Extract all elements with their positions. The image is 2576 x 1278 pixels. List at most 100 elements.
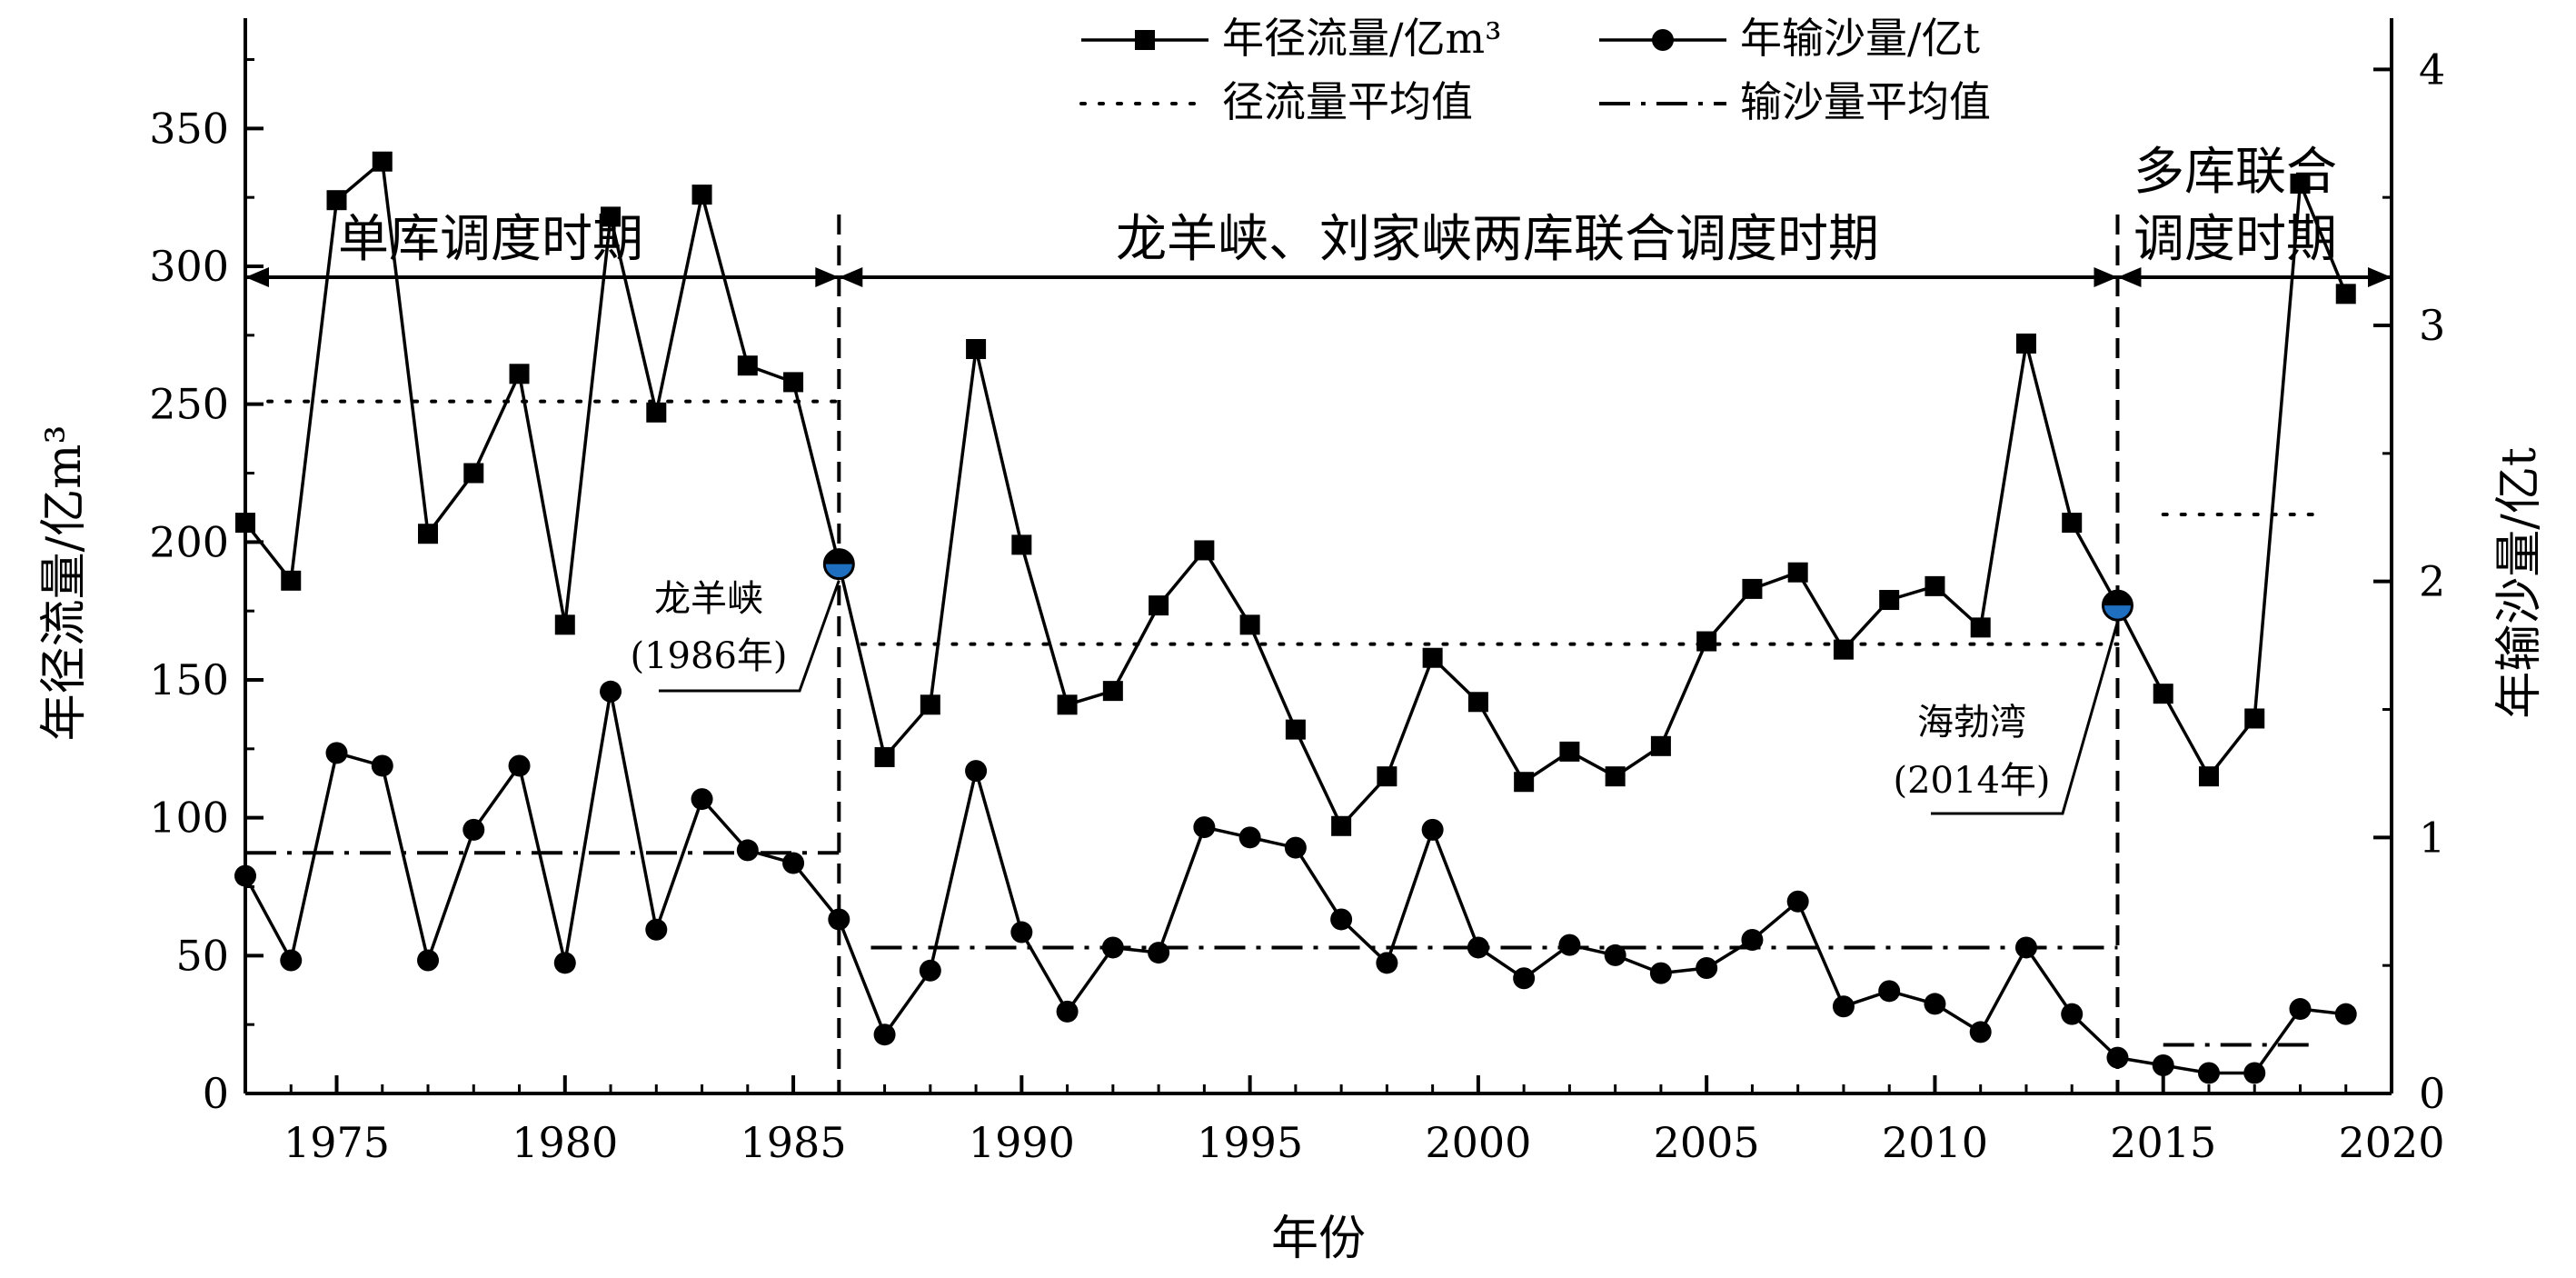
- runoff-point: [646, 402, 667, 423]
- plot-lines: [245, 399, 2316, 1047]
- sediment-point: [873, 1023, 896, 1046]
- y-right-tick-label: 3: [2419, 301, 2445, 350]
- runoff-point: [1696, 631, 1717, 652]
- legend-runoff-swatch-marker: [1135, 30, 1155, 50]
- runoff-point: [1422, 647, 1443, 668]
- runoff-point: [1970, 617, 1991, 638]
- sediment-point: [2152, 1054, 2174, 1077]
- runoff-point: [2198, 766, 2219, 787]
- series-layer: [234, 151, 2357, 1084]
- sediment-point: [2106, 1046, 2129, 1069]
- haibowan-marker-top: [2103, 591, 2133, 606]
- runoff-point: [463, 463, 484, 484]
- sediment-point: [1878, 980, 1901, 1003]
- sediment-point: [1741, 929, 1764, 951]
- runoff-point: [1605, 766, 1626, 787]
- sediment-point: [1010, 921, 1033, 944]
- y-left-axis-title: 年径流量/亿m³: [37, 425, 92, 742]
- y-left-tick-label: 0: [203, 1069, 229, 1118]
- runoff-point: [2015, 333, 2036, 354]
- runoff-point: [1742, 578, 1763, 599]
- period-label-single: 单库调度时期: [338, 210, 643, 269]
- runoff-point: [326, 190, 347, 211]
- sediment-point: [1832, 995, 1855, 1018]
- runoff-point: [2335, 284, 2356, 305]
- runoff-point: [1514, 772, 1535, 793]
- axis-titles: 年份 年径流量/亿m³ 年输沙量/亿t: [37, 425, 2547, 1266]
- sediment-point: [2243, 1062, 2266, 1084]
- sediment-point: [1056, 1000, 1079, 1023]
- runoff-point: [2062, 513, 2083, 534]
- runoff-point: [1102, 681, 1123, 702]
- sediment-point: [828, 908, 850, 931]
- x-tick-label: 1990: [969, 1118, 1075, 1167]
- runoff-point: [509, 364, 530, 384]
- sediment-point: [417, 949, 440, 972]
- sediment-point: [1696, 956, 1718, 979]
- sediment-point: [1101, 936, 1124, 959]
- runoff-point: [418, 524, 439, 544]
- y-left-tick-label: 300: [149, 242, 229, 291]
- runoff-point: [372, 151, 393, 172]
- sediment-point: [1513, 967, 1536, 990]
- runoff-point: [1787, 562, 1808, 583]
- annotation-longyangxia-name: 龙羊峡: [654, 578, 763, 620]
- annotations: 龙羊峡 (1986年) 海勃湾 (2014年): [630, 548, 2133, 815]
- period-arrow-head: [2094, 267, 2118, 287]
- sediment-point: [1421, 818, 1444, 841]
- sediment-point: [1649, 962, 1672, 984]
- sediment-point: [234, 864, 256, 887]
- runoff-point: [1377, 766, 1397, 787]
- annotation-haibowan-leader: [1931, 621, 2119, 815]
- annotation-longyangxia-year: (1986年): [630, 635, 787, 677]
- runoff-point: [1331, 815, 1352, 836]
- x-tick-label: 2010: [1882, 1118, 1988, 1167]
- sediment-point: [1330, 908, 1353, 931]
- sediment-point: [462, 818, 485, 841]
- runoff-point: [281, 570, 302, 591]
- y-left-tick-label: 50: [175, 931, 229, 980]
- y-left-tick-label: 200: [149, 517, 229, 566]
- legend-runoff-label: 年径流量/亿m³: [1222, 14, 1502, 63]
- period-arrow-head: [245, 267, 269, 287]
- sediment-point: [1786, 890, 1809, 913]
- sediment-point: [691, 788, 713, 811]
- sediment-point: [2289, 998, 2312, 1021]
- x-tick-label: 1995: [1197, 1118, 1303, 1167]
- y-right-tick-label: 2: [2419, 557, 2445, 606]
- sediment-point: [1193, 816, 1216, 839]
- annotation-haibowan-name: 海勃湾: [1917, 702, 2026, 744]
- period-label-multi-line2: 调度时期: [2133, 210, 2337, 269]
- runoff-point: [1239, 614, 1260, 635]
- runoff-point: [966, 339, 987, 359]
- runoff-point: [1833, 639, 1854, 660]
- x-tick-label: 2015: [2110, 1118, 2216, 1167]
- sediment-point: [1969, 1021, 1992, 1043]
- sediment-point: [2014, 936, 2037, 959]
- legend-sediment-mean-label: 输沙量平均值: [1740, 77, 1991, 126]
- runoff-point: [554, 614, 575, 635]
- sediment-point: [1558, 934, 1581, 956]
- sediment-point: [280, 949, 303, 972]
- period-label-dual: 龙羊峡、刘家峡两库联合调度时期: [1116, 210, 1879, 269]
- y-left-tick-label: 350: [149, 104, 229, 153]
- y-left-tick-label: 100: [149, 794, 229, 843]
- x-axis-title: 年份: [1271, 1212, 1366, 1266]
- runoff-point: [2153, 684, 2173, 704]
- period-arrow-head: [815, 267, 840, 287]
- annotation-haibowan-year: (2014年): [1893, 760, 2050, 802]
- sediment-point: [645, 918, 668, 941]
- y-left-tick-label: 150: [149, 655, 229, 704]
- sediment-point: [1148, 942, 1170, 964]
- runoff-point: [783, 372, 804, 393]
- runoff-point: [920, 694, 940, 715]
- sediment-point: [736, 839, 759, 862]
- sediment-point: [600, 680, 622, 703]
- runoff-point: [235, 513, 255, 534]
- runoff-point: [1011, 534, 1032, 555]
- runoff-point: [1925, 575, 1945, 596]
- runoff-point: [1057, 694, 1078, 715]
- y-right-axis-title: 年输沙量/亿t: [2492, 447, 2547, 719]
- runoff-point: [1467, 692, 1488, 713]
